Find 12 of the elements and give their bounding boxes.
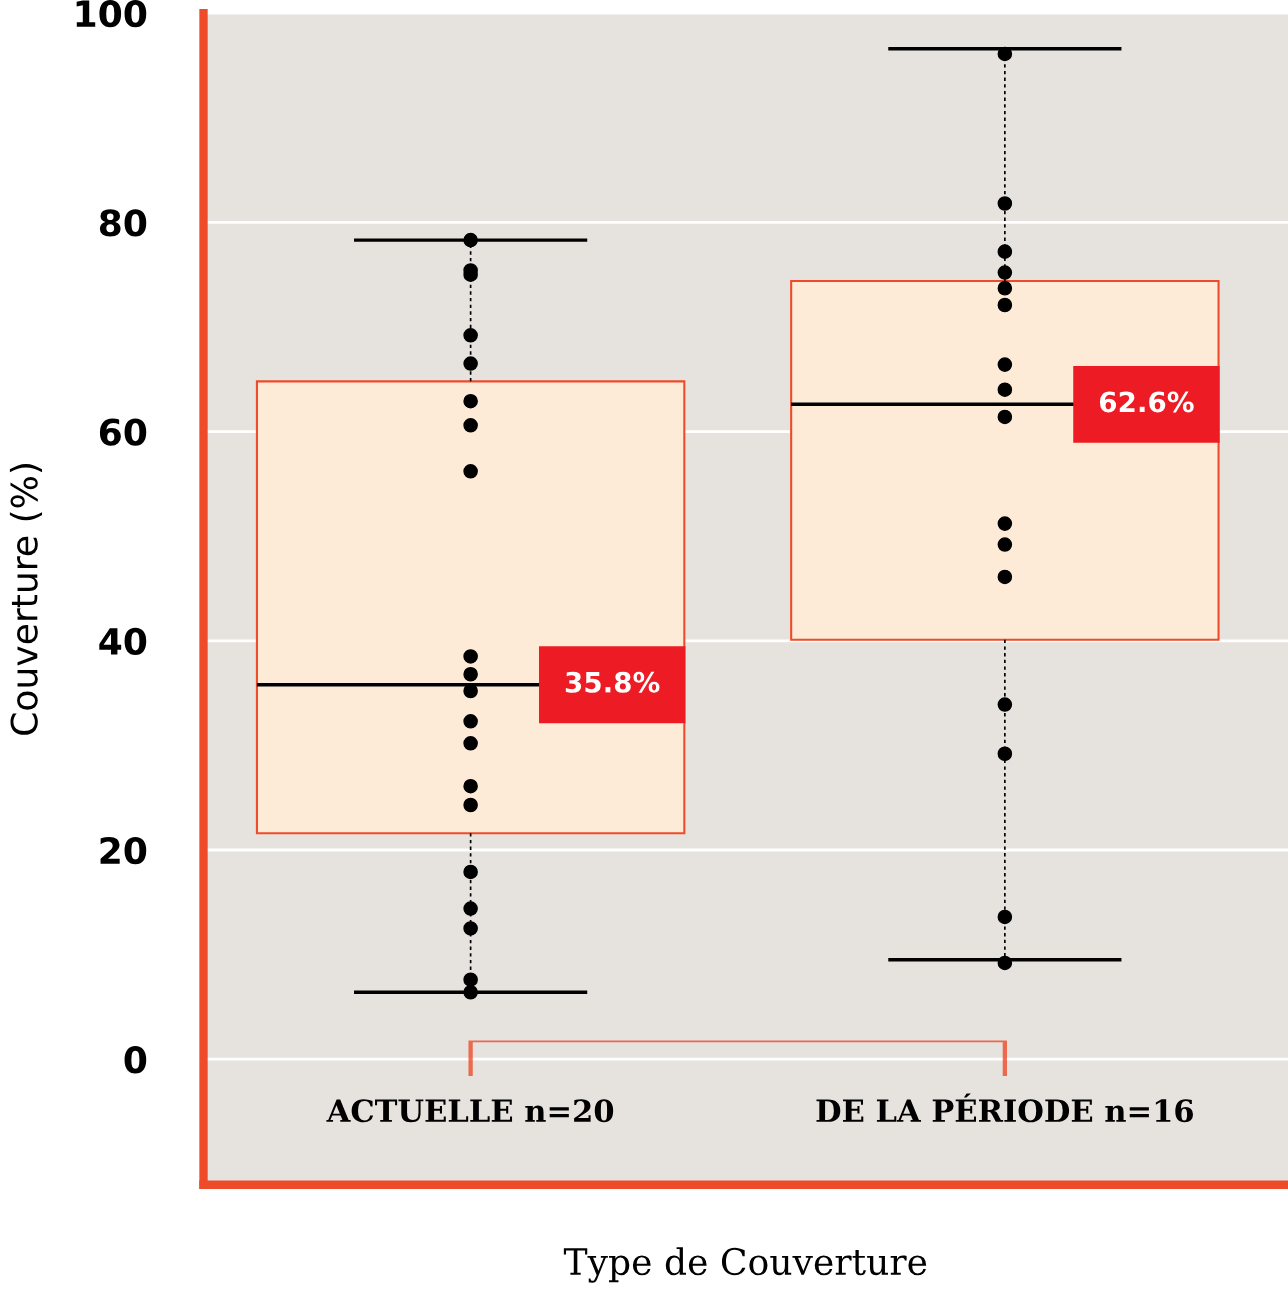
- x-tick-label: ACTUELLE n=20: [326, 1099, 614, 1123]
- y-tick-label: 80: [99, 209, 147, 237]
- y-tick-label: 100: [76, 0, 147, 28]
- y-tick-label: 0: [124, 1046, 147, 1074]
- annotation: 35.8%: [565, 671, 660, 693]
- y-tick-label: 60: [99, 418, 147, 446]
- y-tick-label: 20: [100, 836, 147, 865]
- annotation: 62.6%: [1099, 391, 1194, 413]
- y-tick-label: 40: [99, 627, 147, 655]
- x-axis-title: Type de Couverture: [563, 1247, 927, 1283]
- y-axis-title: Couverture (%): [9, 464, 43, 735]
- x-tick-label: DE LA PÉRIODE n=16: [816, 1093, 1193, 1123]
